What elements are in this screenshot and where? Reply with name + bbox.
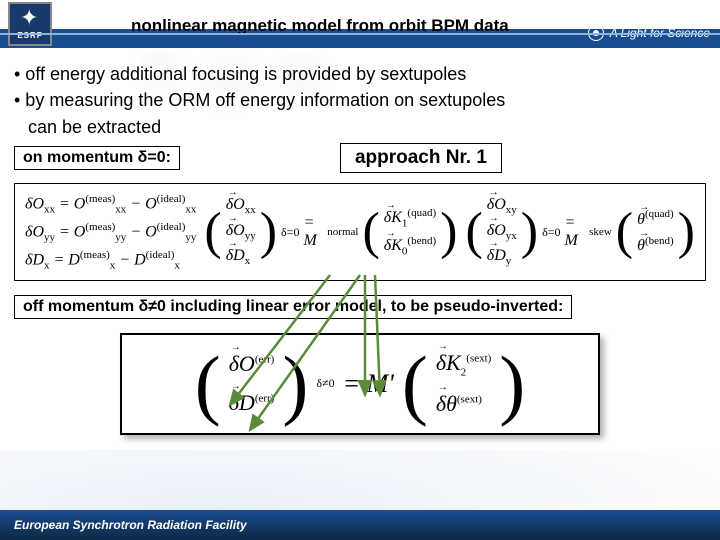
bullet-1: • off energy additional focusing is prov… xyxy=(14,62,706,86)
tagline: A Light for Science xyxy=(588,7,710,41)
slide-footer: European Synchrotron Radiation Facility xyxy=(0,510,720,540)
bullet-2b: can be extracted xyxy=(14,115,706,139)
slide-header: ESRF nonlinear magnetic model from orbit… xyxy=(0,0,720,48)
eq1-skew: ( δOxy δOyx δDy )δ=0 = Mskew ( θ(quad) θ… xyxy=(465,195,695,268)
logo-star-icon xyxy=(18,9,42,33)
footer-text: European Synchrotron Radiation Facility xyxy=(14,518,247,532)
slide-content: • off energy additional focusing is prov… xyxy=(0,48,720,435)
equation-block-1: δOxx = O(meas)xx − O(ideal)xx δOyy = O(m… xyxy=(14,183,706,281)
eq1-definitions: δOxx = O(meas)xx − O(ideal)xx δOyy = O(m… xyxy=(25,192,196,272)
bullet-2: • by measuring the ORM off energy inform… xyxy=(14,88,706,112)
on-momentum-label: on momentum δ=0: xyxy=(14,146,180,170)
eq1-normal: ( δOxx δOyy δDx )δ=0 = Mnormal ( δK1(qua… xyxy=(204,195,457,268)
esrf-logo: ESRF xyxy=(8,2,52,46)
approach-label: approach Nr. 1 xyxy=(340,143,502,173)
equation-block-2: ( δO(err) δD(err) )δ≠0 = M' ( δK2(sext) … xyxy=(120,333,600,434)
decorative-gradient xyxy=(0,450,720,510)
label-row: on momentum δ=0: approach Nr. 1 xyxy=(14,143,706,173)
off-momentum-label: off momentum δ≠0 including linear error … xyxy=(14,295,572,319)
header-rule xyxy=(0,33,720,35)
